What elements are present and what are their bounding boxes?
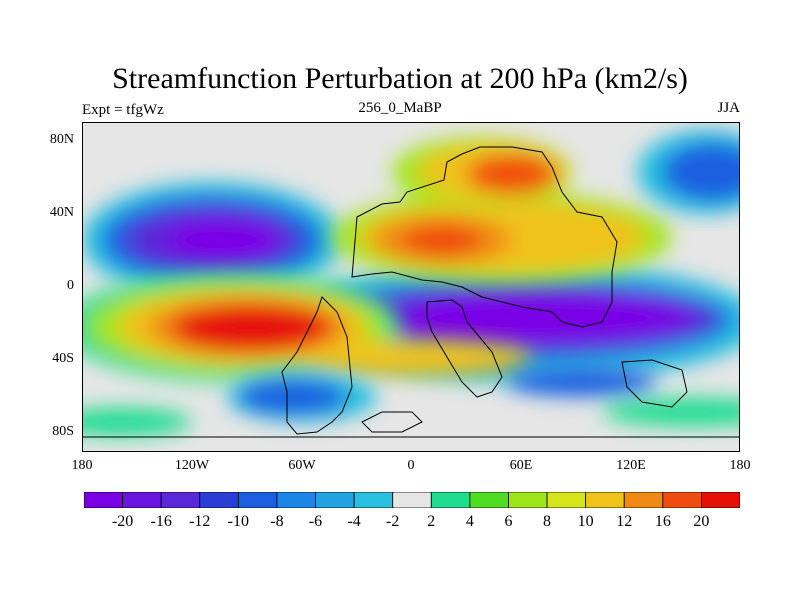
colorbar-label: 8 xyxy=(543,513,552,530)
map-plot xyxy=(82,122,740,452)
colorbar-label: -10 xyxy=(227,513,249,530)
colorbar-swatch xyxy=(546,492,587,508)
lon-label: 180 xyxy=(71,458,93,473)
colorbar-swatch xyxy=(199,492,239,508)
lon-label: 180 xyxy=(729,458,751,473)
lon-label: 60E xyxy=(509,458,533,473)
colorbar-swatch xyxy=(353,492,394,508)
ne-pacific-low xyxy=(637,130,740,214)
colorbar-label: -16 xyxy=(150,513,172,530)
colorbar-label: -4 xyxy=(347,513,361,530)
colorbar-label: 20 xyxy=(693,513,710,530)
colorbar xyxy=(84,492,740,508)
colorbar-label: -12 xyxy=(189,513,211,530)
colorbar-swatch xyxy=(469,492,509,508)
colorbar-label: -6 xyxy=(308,513,323,530)
colorbar-swatch xyxy=(276,492,316,508)
colorbar-label: 10 xyxy=(577,513,594,530)
lat-label: 40S xyxy=(52,351,74,366)
lon-label: 120W xyxy=(174,458,210,473)
colorbar-label: 6 xyxy=(504,513,513,530)
colorbar-label: -8 xyxy=(270,513,284,530)
colorbar-swatch xyxy=(585,492,625,508)
colorbar-swatch xyxy=(701,492,740,508)
coastlines xyxy=(82,146,740,438)
lon-label: 120E xyxy=(616,458,646,473)
lon-label: 0 xyxy=(407,458,415,473)
colorbar-swatch xyxy=(122,492,162,508)
lon-label: 60W xyxy=(288,458,316,473)
colorbar-swatch xyxy=(508,492,548,508)
north-pacific-low xyxy=(82,182,342,298)
colorbar-swatch xyxy=(430,492,471,508)
colorbar-swatch xyxy=(662,492,702,508)
south-pacific-high xyxy=(82,272,532,382)
lat-label: 80N xyxy=(49,132,74,147)
colorbar-swatch xyxy=(623,492,664,508)
lat-label: 40N xyxy=(49,205,74,220)
experiment-label: Expt = tfgWz xyxy=(82,102,164,118)
colorbar-label: 12 xyxy=(616,513,633,530)
colorbar-swatch xyxy=(84,492,123,508)
colorbar-label: -2 xyxy=(386,513,400,530)
colorbar-swatch xyxy=(392,492,432,508)
colorbar-label: 4 xyxy=(465,513,474,530)
lat-label: 80S xyxy=(52,424,74,439)
colorbar-swatch xyxy=(237,492,278,508)
colorbar-label: -20 xyxy=(111,513,134,530)
southern-highlat xyxy=(82,368,740,436)
plot-frame xyxy=(82,122,740,452)
colorbar-swatch xyxy=(160,492,201,508)
run-label: 256_0_MaBP xyxy=(358,100,442,116)
colorbar-swatch xyxy=(315,492,355,508)
colorbar-label: 16 xyxy=(654,513,671,530)
colorbar-label: 2 xyxy=(427,513,436,530)
map-title: Streamfunction Perturbation at 200 hPa (… xyxy=(112,62,688,95)
season-label: JJA xyxy=(717,100,740,116)
lat-label: 0 xyxy=(67,278,74,293)
